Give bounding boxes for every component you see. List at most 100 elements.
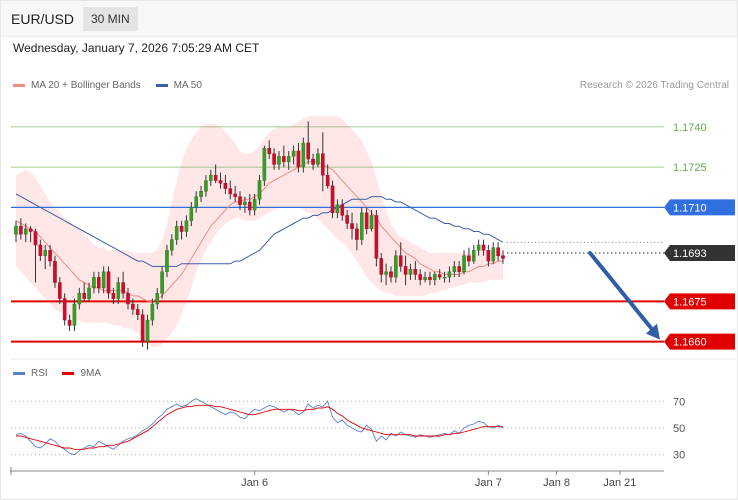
level-badge-text-1.1675: 1.1675	[673, 296, 707, 308]
candle-body-99	[496, 247, 500, 256]
legend-ma50: MA 50	[155, 80, 202, 91]
candle-body-29	[155, 293, 160, 305]
candle-body-36	[189, 207, 194, 221]
candle-body-52	[267, 148, 272, 154]
legend-ma20-swatch	[13, 83, 25, 87]
candle-body-16	[92, 276, 96, 289]
main-legend: MA 20 + Bollinger Bands MA 50	[13, 80, 202, 91]
candle-body-44	[228, 188, 233, 195]
candle-body-74	[374, 215, 379, 259]
candle-body-64	[325, 174, 330, 187]
candle-body-20	[111, 293, 116, 299]
candle-body-14	[82, 293, 86, 299]
candle-body-87	[437, 274, 442, 278]
candle-body-13	[77, 293, 82, 305]
forecast-arrow-shaft	[588, 251, 656, 334]
level-badge-1.1693	[664, 245, 735, 261]
candle-body-7	[48, 250, 52, 262]
candle-body-33	[174, 225, 179, 240]
candle-body-32	[170, 239, 174, 251]
legend-9ma-swatch	[62, 371, 75, 375]
legend-ma50-label: MA 50	[173, 80, 202, 91]
candle-body-79	[398, 255, 403, 267]
level-badge-text-1.1693: 1.1693	[673, 248, 707, 260]
candle-body-91	[457, 266, 461, 272]
candle-body-51	[262, 148, 267, 181]
candle-body-48	[247, 201, 252, 211]
legend-ma50-swatch	[155, 83, 168, 87]
candle-body-11	[67, 319, 72, 326]
candle-body-56	[286, 156, 291, 162]
candle-body-15	[87, 287, 91, 299]
bollinger-band	[16, 116, 503, 347]
candle-body-73	[369, 215, 374, 230]
candle-body-34	[179, 225, 184, 232]
legend-9ma: 9MA	[62, 368, 101, 379]
candle-body-58	[296, 150, 301, 168]
candle-body-9	[58, 282, 62, 299]
candle-body-40	[208, 174, 213, 181]
candle-body-92	[462, 255, 466, 272]
candle-body-38	[199, 191, 203, 197]
candle-body-68	[345, 215, 349, 224]
candle-body-77	[389, 271, 393, 278]
candle-body-26	[140, 314, 145, 342]
candle-body-24	[131, 303, 135, 310]
candle-body-72	[364, 212, 369, 230]
candle-body-10	[62, 298, 67, 321]
candle-body-17	[96, 276, 101, 289]
x-label-Jan 6: Jan 6	[241, 477, 268, 489]
credit-text: Research © 2026 Trading Central	[579, 80, 729, 91]
interval-button[interactable]: 30 MIN	[83, 7, 138, 31]
rsi-ma9-line	[16, 404, 503, 450]
candle-body-59	[301, 142, 306, 168]
level-badge-1.1675	[664, 293, 735, 310]
candle-body-94	[471, 250, 476, 262]
candle-body-21	[116, 282, 121, 299]
legend-rsi-label: RSI	[31, 368, 48, 379]
candle-body-75	[379, 258, 384, 275]
candle-body-47	[243, 201, 247, 205]
candle-body-25	[135, 309, 140, 315]
candle-body-31	[165, 250, 169, 272]
candle-body-88	[442, 276, 447, 279]
candle-body-42	[218, 180, 223, 184]
x-label-Jan 8: Jan 8	[543, 477, 570, 489]
candle-body-70	[355, 228, 359, 240]
candle-body-35	[184, 220, 189, 232]
candle-body-4	[33, 231, 38, 246]
candle-body-97	[486, 250, 491, 262]
candle-body-82	[413, 268, 418, 275]
candle-body-60	[306, 142, 311, 160]
candle-body-1	[19, 225, 23, 235]
candle-body-27	[145, 319, 150, 342]
candle-body-86	[433, 274, 437, 281]
candle-body-61	[311, 158, 315, 165]
candle-body-54	[277, 156, 281, 165]
rsi-tick-70: 70	[673, 396, 685, 408]
chart-header: EUR/USD 30 MIN	[1, 1, 737, 37]
candle-body-6	[43, 250, 48, 256]
candle-body-50	[257, 180, 262, 200]
x-label-Jan 7: Jan 7	[475, 477, 502, 489]
level-badge-1.1710	[664, 199, 735, 216]
rsi-legend: RSI 9MA	[13, 368, 101, 379]
forecast-arrow-head	[646, 323, 660, 340]
candle-body-49	[252, 199, 257, 211]
candle-body-95	[476, 244, 481, 251]
candle-body-53	[272, 153, 276, 165]
candle-body-37	[194, 196, 198, 208]
level-label-1.1740: 1.1740	[673, 122, 707, 134]
symbol-title: EUR/USD	[11, 11, 75, 27]
candle-body-100	[501, 255, 505, 259]
candle-body-12	[72, 303, 77, 326]
candle-body-69	[350, 223, 354, 230]
level-badge-1.1660	[664, 333, 735, 350]
candle-body-55	[282, 156, 286, 162]
candle-body-83	[418, 274, 423, 281]
candle-body-66	[335, 204, 340, 213]
rsi-line	[15, 398, 504, 456]
candle-body-81	[408, 268, 413, 275]
candle-body-90	[452, 266, 457, 272]
candle-body-76	[384, 271, 388, 275]
